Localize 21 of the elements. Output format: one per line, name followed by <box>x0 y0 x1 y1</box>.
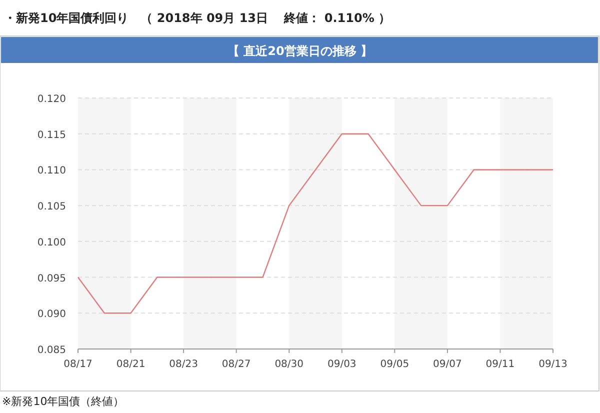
x-tick-label: 08/23 <box>169 359 198 370</box>
chart-subtitle: 【 直近20営業日の推移 】 <box>227 44 373 58</box>
x-tick-label: 09/11 <box>486 359 515 370</box>
x-tick-label: 08/17 <box>64 359 92 370</box>
y-tick-label: 0.115 <box>37 130 66 141</box>
chart-title: ・新発10年国債利回り （ 2018年 09月 13日 終値： 0.110% ） <box>4 11 391 25</box>
x-tick-label: 08/30 <box>274 359 304 370</box>
y-tick-label: 0.090 <box>37 309 66 320</box>
x-tick-label: 08/27 <box>222 359 251 370</box>
y-tick-label: 0.100 <box>37 237 66 248</box>
x-tick-label: 09/03 <box>327 359 356 370</box>
y-tick-label: 0.110 <box>37 166 66 177</box>
y-tick-label: 0.085 <box>37 345 66 356</box>
y-tick-label: 0.095 <box>37 273 66 284</box>
x-tick-label: 09/13 <box>538 359 568 370</box>
text: ※新発10年国債（終値） <box>2 395 124 408</box>
x-tick-label: 08/21 <box>116 359 146 370</box>
y-tick-label: 0.120 <box>37 94 66 105</box>
x-tick-label: 09/07 <box>433 359 462 370</box>
y-tick-label: 0.105 <box>37 202 66 213</box>
x-tick-label: 09/05 <box>380 359 410 370</box>
